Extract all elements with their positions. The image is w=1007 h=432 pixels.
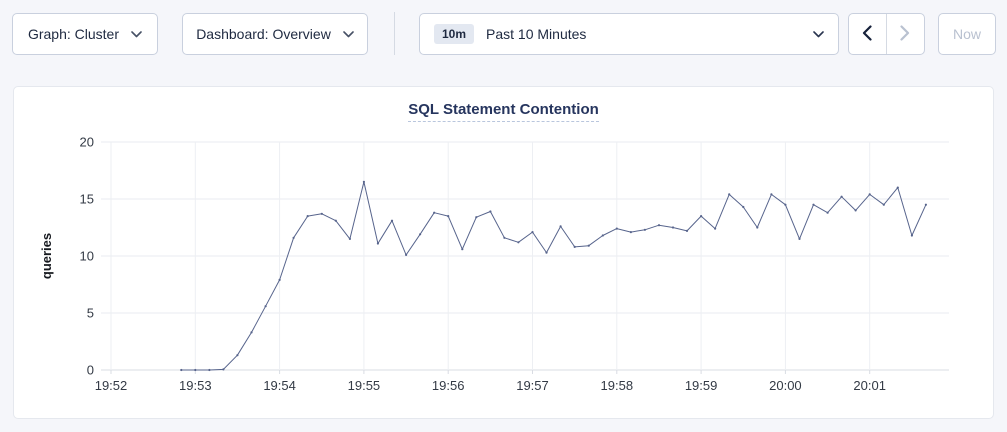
chevron-down-icon bbox=[813, 30, 824, 38]
x-tick-label: 20:01 bbox=[853, 378, 886, 393]
graph-dropdown-label: Graph: Cluster bbox=[27, 26, 120, 42]
time-range-arrows bbox=[848, 13, 925, 55]
data-point bbox=[376, 242, 379, 245]
data-point bbox=[559, 225, 562, 228]
data-point bbox=[812, 203, 815, 206]
data-point bbox=[573, 245, 576, 248]
data-point bbox=[362, 180, 365, 183]
data-point bbox=[278, 278, 281, 281]
data-point bbox=[700, 215, 703, 218]
data-point bbox=[222, 368, 225, 371]
data-point bbox=[854, 209, 857, 212]
data-point bbox=[433, 211, 436, 214]
data-point bbox=[868, 193, 871, 196]
dashboard-dropdown-label: Dashboard: Overview bbox=[196, 26, 331, 42]
graph-dropdown[interactable]: Graph: Cluster bbox=[12, 13, 158, 55]
chart-panel: SQL Statement Contention 0 5 10 15 20 19:52 19… bbox=[13, 86, 994, 419]
time-window-label: Past 10 Minutes bbox=[486, 26, 587, 42]
chart-title[interactable]: SQL Statement Contention bbox=[408, 101, 599, 122]
data-point bbox=[756, 226, 759, 229]
y-axis-label: queries bbox=[39, 233, 54, 279]
chevron-down-icon bbox=[343, 30, 354, 38]
toolbar-divider bbox=[394, 12, 395, 55]
data-point bbox=[770, 193, 773, 196]
data-point bbox=[475, 216, 478, 219]
data-point bbox=[236, 354, 239, 357]
data-point bbox=[742, 205, 745, 209]
data-point bbox=[264, 305, 267, 308]
series-line bbox=[181, 181, 927, 371]
chevron-down-icon bbox=[131, 30, 142, 38]
data-point bbox=[657, 224, 661, 227]
data-point bbox=[194, 368, 197, 372]
x-tick-label: 19:55 bbox=[348, 378, 381, 393]
data-point bbox=[615, 227, 618, 230]
x-tick-label: 19:53 bbox=[179, 378, 212, 393]
data-point bbox=[826, 211, 829, 214]
data-point bbox=[728, 193, 731, 196]
time-window-badge: 10m bbox=[434, 24, 475, 44]
dashboard-dropdown[interactable]: Dashboard: Overview bbox=[182, 13, 368, 55]
data-point bbox=[601, 234, 604, 237]
next-range-button[interactable] bbox=[887, 14, 925, 54]
data-point bbox=[334, 219, 337, 222]
x-tick-label: 19:56 bbox=[432, 378, 465, 393]
prev-range-button[interactable] bbox=[849, 14, 887, 54]
data-point bbox=[714, 227, 717, 230]
x-tick-label: 19:57 bbox=[516, 378, 549, 393]
x-tick-label: 20:00 bbox=[769, 378, 802, 393]
data-point bbox=[671, 226, 675, 229]
data-point bbox=[250, 331, 253, 334]
x-tick-label: 19:54 bbox=[263, 378, 296, 393]
data-point bbox=[292, 236, 295, 239]
data-point bbox=[461, 248, 464, 251]
data-point bbox=[306, 215, 309, 218]
data-point bbox=[517, 241, 520, 244]
data-point bbox=[545, 251, 548, 254]
data-point bbox=[419, 233, 422, 236]
data-point bbox=[685, 229, 689, 232]
data-point bbox=[180, 368, 183, 372]
now-button[interactable]: Now bbox=[938, 13, 996, 55]
y-tick-label: 10 bbox=[80, 249, 94, 264]
data-point bbox=[320, 212, 323, 215]
data-point bbox=[924, 203, 928, 206]
data-point bbox=[489, 210, 492, 213]
y-tick-label: 20 bbox=[80, 135, 94, 150]
data-point bbox=[882, 203, 885, 206]
data-point bbox=[503, 236, 506, 239]
y-tick-label: 5 bbox=[87, 306, 94, 321]
data-point bbox=[587, 244, 590, 247]
data-point bbox=[348, 237, 351, 240]
data-point bbox=[629, 231, 633, 234]
x-tick-label: 19:59 bbox=[685, 378, 718, 393]
chart-title-wrap: SQL Statement Contention bbox=[14, 101, 993, 122]
chevron-left-icon bbox=[862, 24, 872, 44]
toolbar: Graph: Cluster Dashboard: Overview 10m P… bbox=[0, 0, 1007, 70]
x-tick-label: 19:52 bbox=[95, 378, 128, 393]
data-point bbox=[798, 237, 801, 240]
data-point bbox=[643, 228, 647, 231]
data-point bbox=[910, 234, 914, 237]
data-point bbox=[896, 186, 899, 189]
data-point bbox=[447, 215, 450, 218]
data-point bbox=[840, 195, 843, 198]
data-point bbox=[208, 368, 211, 372]
data-point bbox=[784, 203, 787, 206]
now-button-label: Now bbox=[952, 26, 981, 42]
chevron-right-icon bbox=[900, 24, 910, 44]
y-tick-label: 15 bbox=[80, 192, 94, 207]
time-window-selector[interactable]: 10m Past 10 Minutes bbox=[419, 13, 839, 55]
data-point bbox=[390, 219, 394, 222]
y-tick-label: 0 bbox=[87, 363, 94, 378]
data-point bbox=[531, 231, 534, 234]
sql-statement-contention-chart[interactable]: 0 5 10 15 20 19:52 19:53 19:54 19:55 19:56 19:57 19… bbox=[14, 87, 993, 418]
x-tick-label: 19:58 bbox=[601, 378, 634, 393]
data-point bbox=[405, 253, 408, 256]
